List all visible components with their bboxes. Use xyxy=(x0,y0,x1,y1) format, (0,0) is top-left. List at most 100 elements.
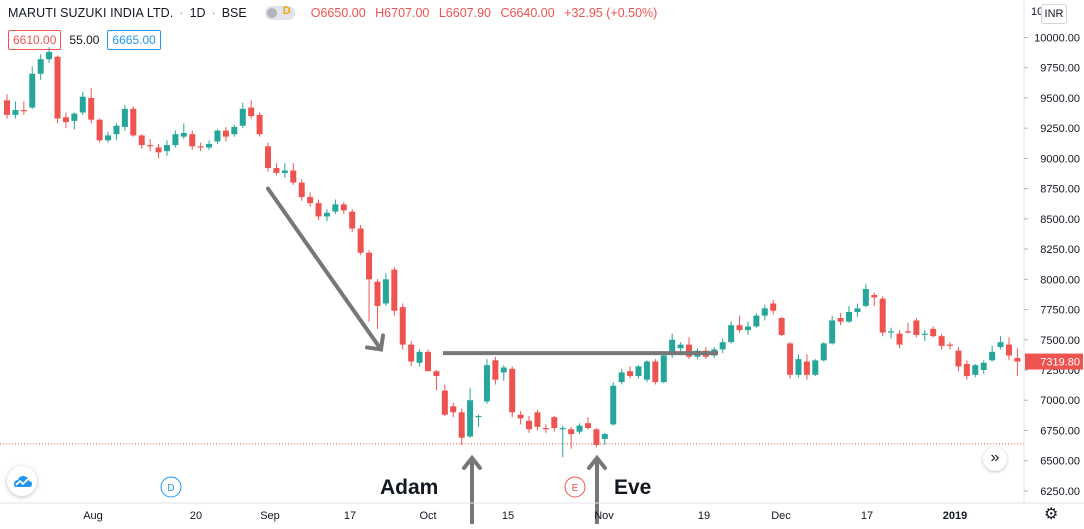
candle[interactable] xyxy=(635,365,642,379)
candle[interactable] xyxy=(526,415,533,433)
candle[interactable] xyxy=(483,359,490,404)
candle[interactable] xyxy=(408,340,415,367)
candle[interactable] xyxy=(963,360,970,380)
candle[interactable] xyxy=(686,337,693,360)
candle[interactable] xyxy=(138,134,145,149)
candle[interactable] xyxy=(862,284,869,308)
candle[interactable] xyxy=(450,402,457,418)
candle[interactable] xyxy=(340,201,347,215)
candle[interactable] xyxy=(618,368,625,385)
candle[interactable] xyxy=(475,414,482,427)
symbol-name[interactable]: MARUTI SUZUKI INDIA LTD. xyxy=(8,6,174,20)
candle[interactable] xyxy=(4,94,10,119)
candle[interactable] xyxy=(728,321,735,344)
candle[interactable] xyxy=(888,327,895,339)
candle[interactable] xyxy=(820,342,827,362)
earnings-marker-icon[interactable]: E xyxy=(564,476,586,498)
candle[interactable] xyxy=(197,142,204,152)
candle[interactable] xyxy=(854,303,861,317)
candle[interactable] xyxy=(79,91,86,115)
candle[interactable] xyxy=(610,382,617,426)
candle[interactable] xyxy=(652,359,659,385)
candle[interactable] xyxy=(593,428,600,448)
candle[interactable] xyxy=(719,338,726,354)
candle[interactable] xyxy=(467,388,474,438)
candle[interactable] xyxy=(290,163,297,185)
candle[interactable] xyxy=(584,417,591,430)
candle[interactable] xyxy=(273,163,280,176)
candle[interactable] xyxy=(189,130,196,150)
dividend-marker-icon[interactable]: D xyxy=(160,476,182,498)
candle[interactable] xyxy=(559,425,566,458)
candle[interactable] xyxy=(972,363,979,378)
candle[interactable] xyxy=(281,163,288,178)
candle[interactable] xyxy=(214,129,221,144)
candle[interactable] xyxy=(829,315,836,345)
candle[interactable] xyxy=(795,354,802,378)
candle[interactable] xyxy=(357,224,364,256)
candle[interactable] xyxy=(930,326,937,338)
candle[interactable] xyxy=(382,273,389,306)
candle[interactable] xyxy=(147,139,154,152)
candle[interactable] xyxy=(231,124,238,137)
candle[interactable] xyxy=(105,131,112,143)
candle[interactable] xyxy=(997,336,1004,350)
candle[interactable] xyxy=(256,112,263,137)
candle[interactable] xyxy=(62,112,69,129)
candle[interactable] xyxy=(374,279,381,329)
candle[interactable] xyxy=(206,140,213,150)
candle[interactable] xyxy=(54,55,61,124)
candle[interactable] xyxy=(896,330,903,349)
candle[interactable] xyxy=(180,123,187,140)
candle[interactable] xyxy=(121,105,128,131)
candle[interactable] xyxy=(222,126,229,142)
candle[interactable] xyxy=(155,143,162,159)
candle[interactable] xyxy=(391,267,398,316)
candle[interactable] xyxy=(441,384,448,416)
tradingview-logo[interactable] xyxy=(7,466,37,496)
candle[interactable] xyxy=(492,356,499,385)
candle[interactable] xyxy=(947,342,954,350)
candle[interactable] xyxy=(416,349,423,367)
candle[interactable] xyxy=(568,426,575,449)
candle[interactable] xyxy=(239,102,246,129)
settings-gear-icon[interactable]: ⚙ xyxy=(1044,506,1059,523)
candle[interactable] xyxy=(425,349,431,372)
candle[interactable] xyxy=(576,423,583,435)
candle[interactable] xyxy=(879,296,886,337)
candle[interactable] xyxy=(534,409,541,431)
candle[interactable] xyxy=(761,304,768,321)
candle[interactable] xyxy=(837,313,844,326)
candle[interactable] xyxy=(989,345,996,362)
candle[interactable] xyxy=(601,432,608,445)
candle[interactable] xyxy=(298,178,305,201)
candle[interactable] xyxy=(736,315,743,333)
candle[interactable] xyxy=(517,411,524,425)
candle[interactable] xyxy=(812,359,819,377)
candle[interactable] xyxy=(71,112,78,130)
candle[interactable] xyxy=(770,299,777,315)
candle[interactable] xyxy=(871,292,878,306)
candle[interactable] xyxy=(29,66,36,109)
candle[interactable] xyxy=(1005,337,1012,361)
candle[interactable] xyxy=(744,321,751,335)
candle[interactable] xyxy=(753,313,760,328)
candle[interactable] xyxy=(627,366,634,379)
candle[interactable] xyxy=(913,318,920,338)
candle[interactable] xyxy=(938,333,945,350)
candle[interactable] xyxy=(955,347,962,372)
candle[interactable] xyxy=(37,54,44,80)
candle[interactable] xyxy=(307,192,314,207)
candle[interactable] xyxy=(500,365,507,381)
candle[interactable] xyxy=(846,305,852,323)
candle[interactable] xyxy=(921,330,928,341)
candle[interactable] xyxy=(172,130,179,148)
candle[interactable] xyxy=(12,101,19,119)
sell-button[interactable]: 6610.00 xyxy=(8,30,62,50)
candle[interactable] xyxy=(130,106,137,137)
candle[interactable] xyxy=(643,360,650,383)
candle[interactable] xyxy=(366,250,373,322)
candle[interactable] xyxy=(458,408,465,445)
